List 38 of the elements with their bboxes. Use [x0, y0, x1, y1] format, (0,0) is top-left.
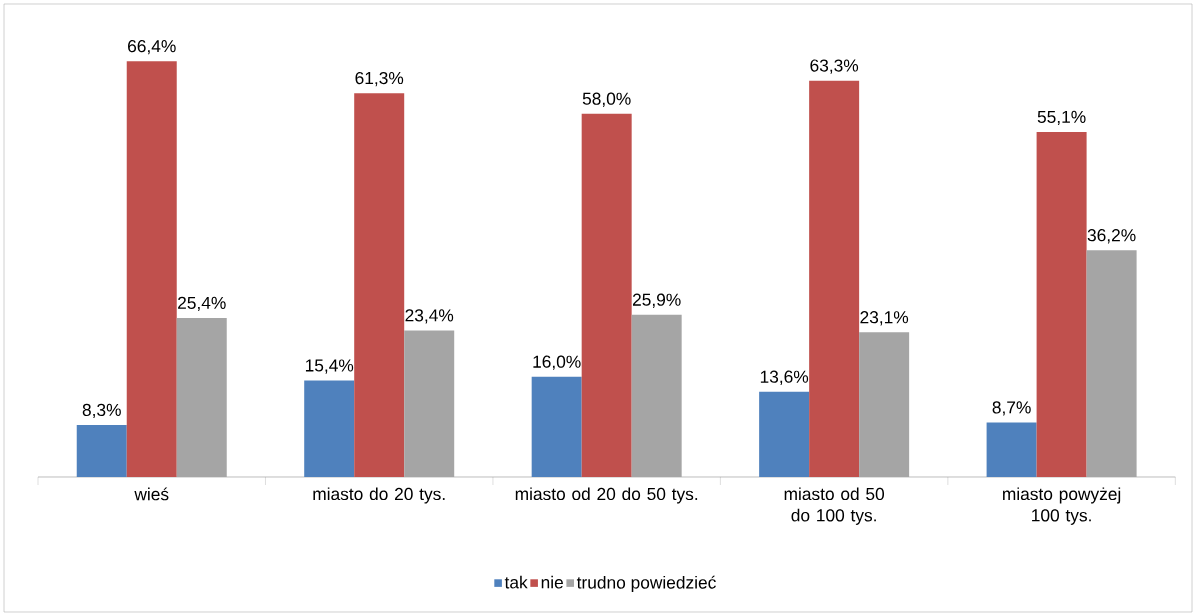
- bar: [531, 376, 582, 477]
- data-label: 23,4%: [405, 309, 454, 324]
- x-tick-label: miasto powyżej 100 tys.: [1003, 487, 1121, 525]
- bar: [986, 422, 1037, 477]
- bar: [1086, 250, 1137, 477]
- legend-label: tak: [504, 575, 528, 589]
- bar: [859, 332, 910, 477]
- data-label: 58,0%: [582, 92, 631, 107]
- data-label: 25,4%: [178, 296, 226, 312]
- bar: [809, 80, 860, 477]
- data-label: 55,1%: [1037, 110, 1086, 126]
- bar: [1036, 131, 1087, 477]
- data-label: 66,4%: [128, 39, 176, 55]
- data-label: 8,3%: [82, 403, 121, 419]
- legend-label: trudno powiedzieć: [576, 575, 716, 593]
- bar: [304, 380, 355, 477]
- data-label: 61,3%: [355, 71, 404, 87]
- data-label: 36,2%: [1087, 229, 1136, 244]
- data-label: 13,6%: [760, 370, 809, 385]
- x-tick-label: wieś: [134, 487, 169, 501]
- x-tick-label: miasto od 50 do 100 tys.: [784, 487, 885, 525]
- bar: [76, 425, 127, 477]
- data-label: 15,4%: [305, 359, 354, 374]
- x-tick-label: miasto do 20 tys.: [313, 487, 445, 504]
- bar: [631, 314, 682, 477]
- bar: [581, 113, 632, 477]
- bar: [404, 330, 455, 477]
- data-label: 8,7%: [992, 401, 1031, 416]
- bar: [759, 391, 810, 477]
- data-label: 25,9%: [632, 293, 681, 308]
- data-label: 16,0%: [533, 355, 581, 370]
- bar: [176, 317, 227, 477]
- bar: [126, 61, 177, 477]
- data-label: 63,3%: [810, 59, 859, 74]
- data-label: 23,1%: [860, 311, 909, 326]
- x-tick-label: miasto od 20 do 50 tys.: [515, 487, 698, 504]
- legend-label: nie: [541, 575, 563, 589]
- bar: [354, 93, 405, 477]
